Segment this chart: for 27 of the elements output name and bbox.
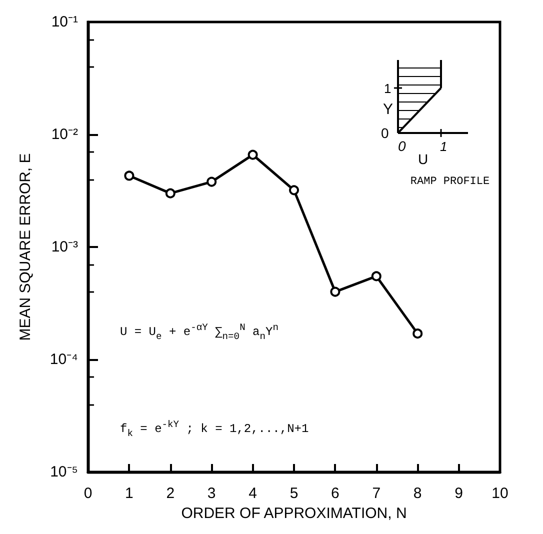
y-axis-title: MEAN SQUARE ERROR, E [17, 153, 34, 341]
x-tick-label: 8 [413, 485, 422, 502]
x-axis-title: ORDER OF APPROXIMATION, N [181, 505, 407, 522]
annotation: RAMP PROFILE [410, 176, 490, 188]
y-tick-label: 10⁻¹ [51, 14, 78, 30]
annotation: f$_{k}$ = e$^{-kY}$ ; k = 1,2,...,N+1 [120, 418, 309, 438]
y-tick-label: 10⁻³ [51, 238, 78, 256]
x-tick-label: 10 [492, 485, 508, 502]
x-tick-label: 7 [372, 485, 381, 502]
text: U = U$_{e}$ + e$^{-αY}$ ∑$_{n=0}$$^{N}$ a$_{n}$Y$^{n}$ [120, 322, 278, 342]
y-tick-label: 10⁻⁴ [50, 351, 78, 368]
y-tick-label: 10⁻⁵ [50, 464, 78, 480]
y-tick-label: 10⁻² [51, 126, 78, 143]
x-tick-label: 9 [454, 485, 463, 502]
annotation: 1 [440, 139, 448, 154]
x-tick-label: 6 [331, 485, 340, 502]
x-tick-label: 0 [84, 485, 92, 502]
annotation: 0 [398, 138, 406, 154]
x-tick-label: 1 [125, 485, 134, 502]
x-tick-label: 3 [207, 485, 216, 502]
x-tick-label: 4 [248, 485, 257, 502]
annotation: 0 [381, 125, 389, 141]
x-tick-label: 5 [290, 485, 298, 502]
annotation: 1 [384, 81, 392, 96]
x-tick-label: 2 [166, 485, 175, 502]
annotation: U [418, 151, 428, 167]
annotation: Y [383, 101, 394, 118]
